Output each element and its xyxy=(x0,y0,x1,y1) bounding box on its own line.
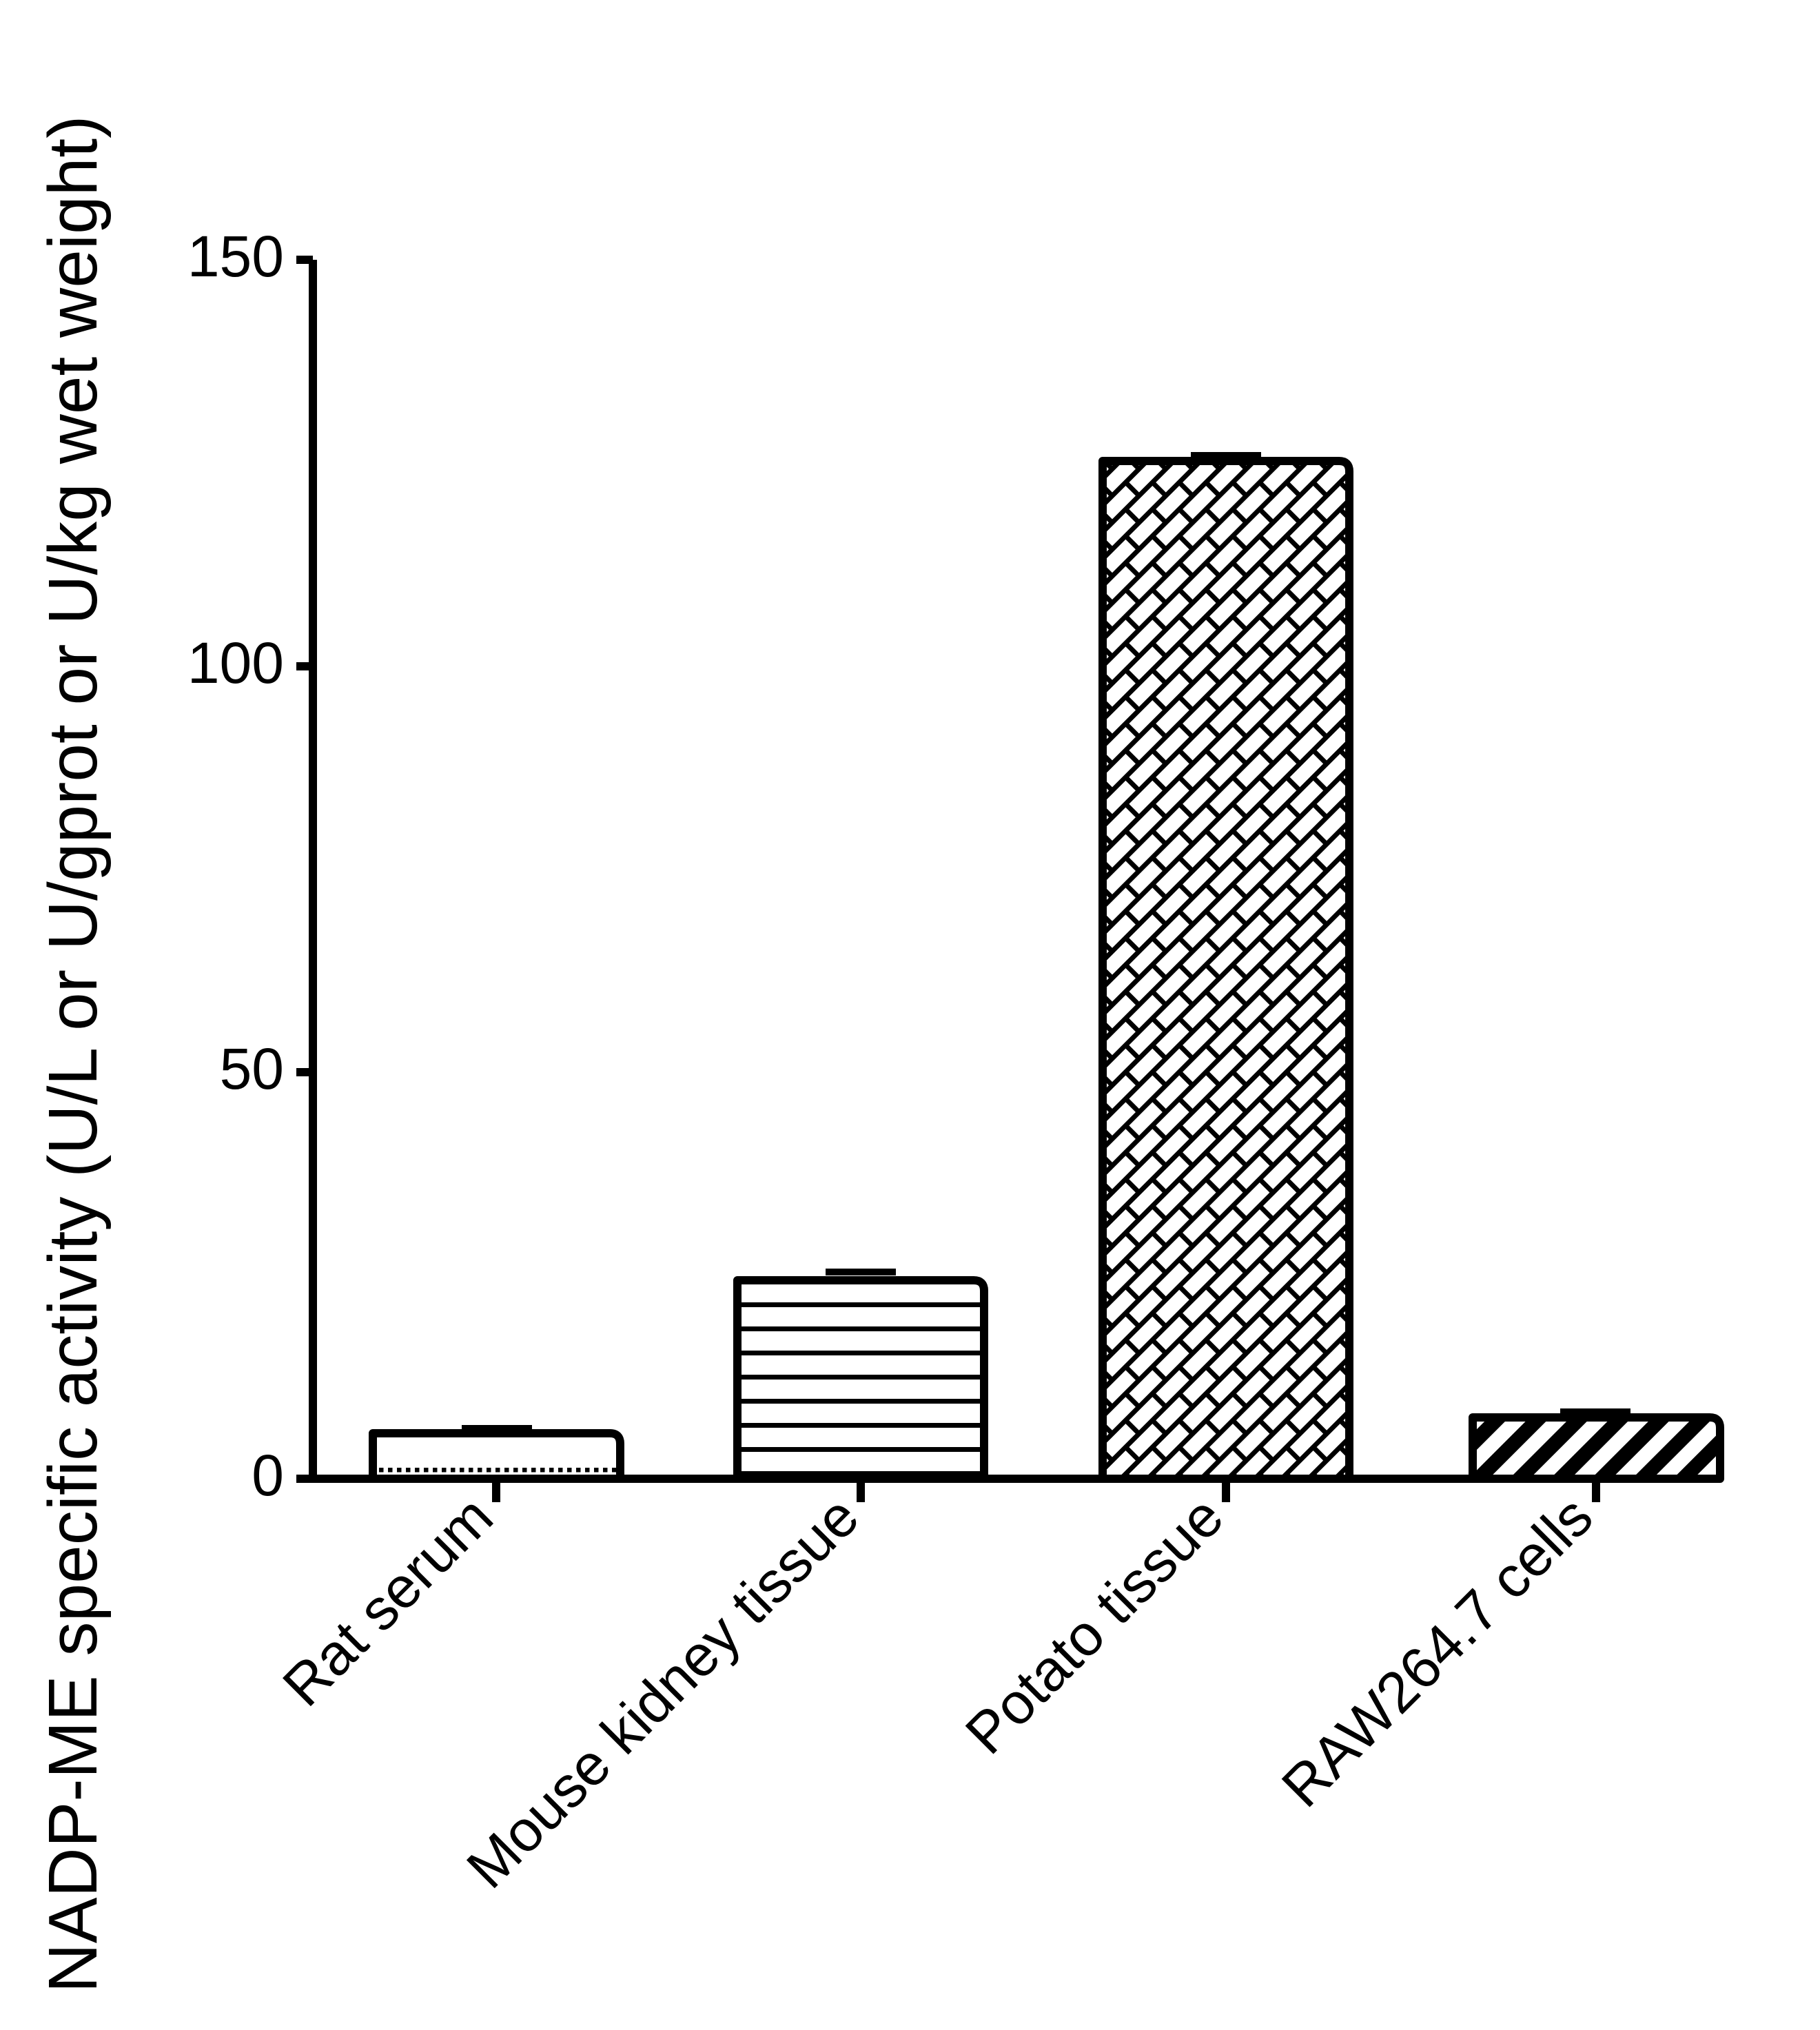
svg-text:50: 50 xyxy=(220,1036,284,1101)
svg-text:0: 0 xyxy=(252,1443,284,1508)
svg-text:RAW264.7 cells: RAW264.7 cells xyxy=(1269,1484,1605,1819)
svg-text:Rat serum: Rat serum xyxy=(270,1484,504,1718)
svg-text:150: 150 xyxy=(187,224,284,289)
svg-text:Mouse kidney tissue: Mouse kidney tissue xyxy=(454,1484,871,1900)
svg-text:Potato tissue: Potato tissue xyxy=(953,1484,1236,1766)
svg-text:100: 100 xyxy=(187,630,284,695)
svg-text:NADP-ME specific activity (U/L: NADP-ME specific activity (U/L or U/gpro… xyxy=(34,116,112,1993)
